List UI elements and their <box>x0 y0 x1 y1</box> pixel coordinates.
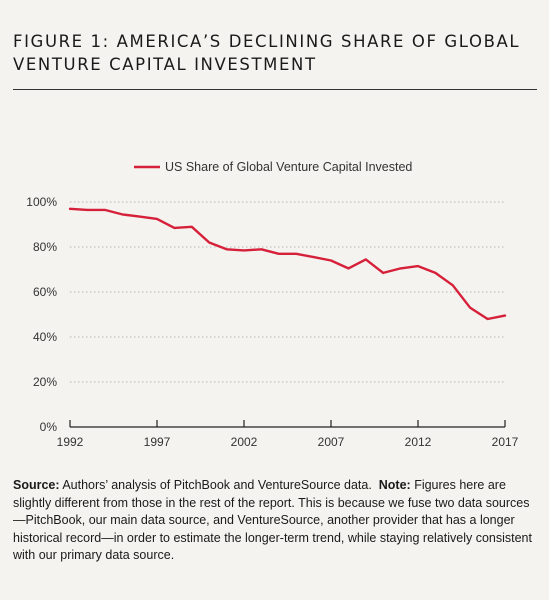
source-text: Authors’ analysis of PitchBook and Ventu… <box>62 478 372 492</box>
y-axis-labels: 0% 20% 40% 60% 80% 100% <box>26 195 57 434</box>
series-group <box>68 207 507 321</box>
title-divider <box>13 89 537 90</box>
x-tick-label: 2007 <box>318 435 345 449</box>
line-chart: US Share of Global Venture Capital Inves… <box>26 160 519 449</box>
chart-legend: US Share of Global Venture Capital Inves… <box>134 160 412 174</box>
note-label: Note: <box>378 478 411 492</box>
source-note: Source: Authors’ analysis of PitchBook a… <box>13 477 537 565</box>
x-axis: 1992 1997 2002 2007 2012 2017 <box>57 420 519 449</box>
legend-label: US Share of Global Venture Capital Inves… <box>165 160 412 174</box>
grid-lines <box>70 201 505 383</box>
x-tick-label: 2002 <box>231 435 258 449</box>
figure-title: FIGURE 1: AMERICA’S DECLINING SHARE OF G… <box>13 32 521 74</box>
y-tick-label: 40% <box>33 330 57 344</box>
y-tick-label: 60% <box>33 285 57 299</box>
y-tick-label: 80% <box>33 240 57 254</box>
y-tick-label: 20% <box>33 375 57 389</box>
note-text: Figures here are slightly different from… <box>13 478 532 562</box>
series-line-us-share <box>68 207 507 321</box>
x-tick-label: 1992 <box>57 435 84 449</box>
y-tick-label: 0% <box>40 420 58 434</box>
x-tick-label: 2012 <box>405 435 432 449</box>
y-tick-label: 100% <box>26 195 57 209</box>
x-tick-label: 1997 <box>144 435 171 449</box>
x-tick-label: 2017 <box>492 435 519 449</box>
source-label: Source: <box>13 478 60 492</box>
